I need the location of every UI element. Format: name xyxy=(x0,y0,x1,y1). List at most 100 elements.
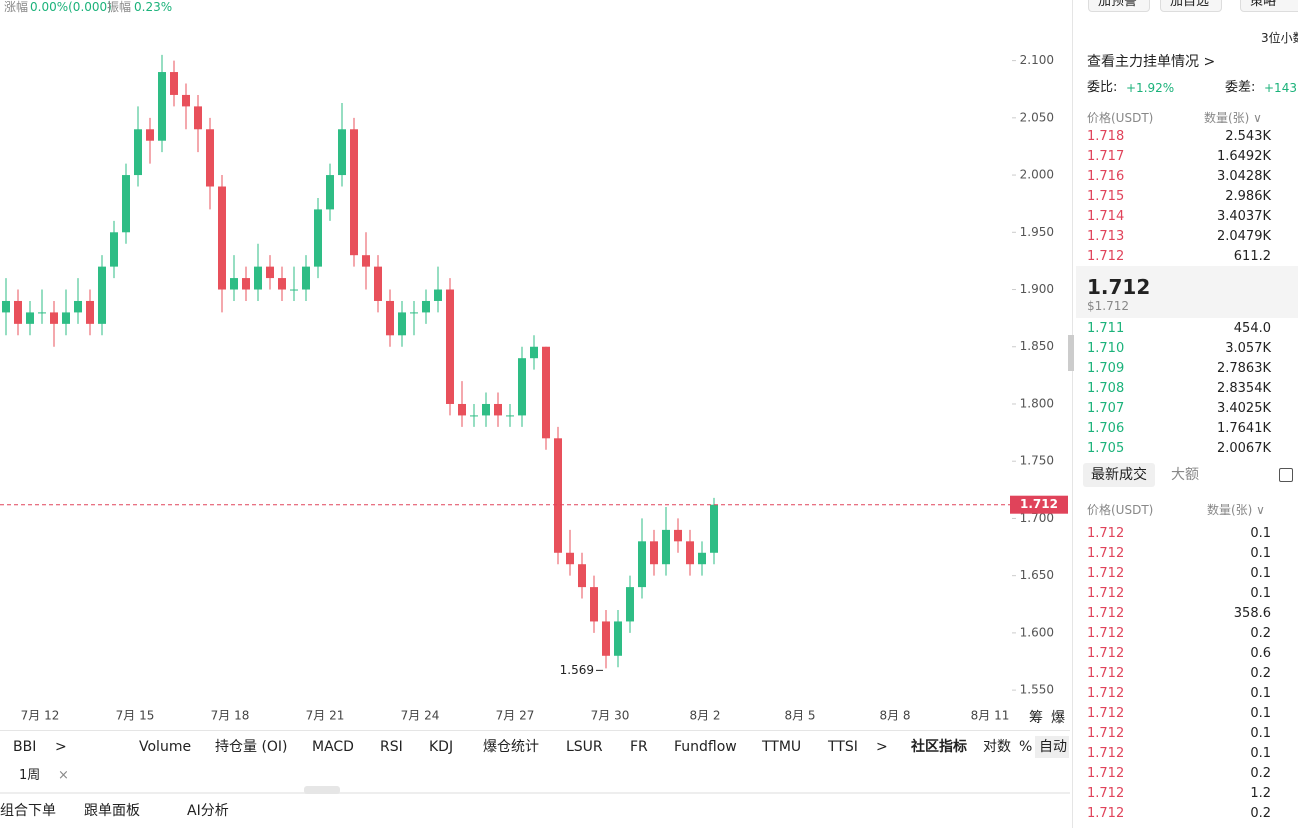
button-label[interactable]: 加自选 xyxy=(1170,0,1210,9)
checkbox[interactable] xyxy=(1279,468,1293,482)
bid-price: 1.709 xyxy=(1087,361,1125,376)
indicator-tab[interactable]: FR xyxy=(630,739,648,755)
link[interactable]: 查看主力挂单情况 > xyxy=(1087,54,1216,70)
candle-body xyxy=(314,209,322,267)
trade-price: 1.712 xyxy=(1087,686,1125,701)
trade-price: 1.712 xyxy=(1087,706,1125,721)
bid-price: 1.705 xyxy=(1087,441,1125,456)
candle-body xyxy=(662,529,670,565)
trade-price: 1.712 xyxy=(1087,806,1125,821)
candle-body xyxy=(410,312,418,314)
indicator-tab[interactable]: TTMU xyxy=(762,739,802,755)
ask-price: 1.715 xyxy=(1087,189,1125,204)
y-tick-label: 2.000 xyxy=(1020,168,1054,182)
mid-usd: $1.712 xyxy=(1087,299,1129,313)
x-tick-label: 7月 12 xyxy=(21,709,60,723)
tab[interactable]: 大额 xyxy=(1171,467,1199,483)
side-button: 爆 xyxy=(1051,710,1065,726)
indicator-tab[interactable]: % xyxy=(1019,739,1033,755)
candle-body xyxy=(530,346,538,359)
bottom-tab[interactable]: AI分析 xyxy=(187,803,229,819)
candle-body xyxy=(122,175,130,233)
trade-price: 1.712 xyxy=(1087,566,1125,581)
y-tick-label: 1.600 xyxy=(1020,625,1054,639)
ask-price: 1.712 xyxy=(1087,249,1125,264)
candle-body xyxy=(326,175,334,210)
mid-price-bg xyxy=(1076,266,1298,318)
candle-body xyxy=(674,529,682,542)
button-label[interactable]: 加预警 xyxy=(1098,0,1138,9)
candle-body xyxy=(206,129,214,187)
close[interactable]: × xyxy=(58,768,69,783)
trade-qty: 0.1 xyxy=(1250,726,1271,741)
collapse-handle[interactable] xyxy=(1068,335,1074,371)
indicator-tab[interactable]: 对数 xyxy=(983,739,1011,755)
candle-body xyxy=(578,564,586,588)
x-tick-label: 7月 18 xyxy=(211,709,250,723)
bottom-tab[interactable]: 跟单面板 xyxy=(84,803,140,819)
trade-qty: 0.1 xyxy=(1250,526,1271,541)
indicator-tab[interactable]: 爆仓统计 xyxy=(483,739,539,755)
button[interactable] xyxy=(1160,0,1222,12)
y-tick-label: 1.750 xyxy=(1020,454,1054,468)
indicator-tab[interactable]: Volume xyxy=(139,739,192,755)
auto-bg xyxy=(1035,736,1069,758)
x-tick-label: 8月 2 xyxy=(689,709,720,723)
indicator-tab[interactable]: MACD xyxy=(312,739,354,755)
resize-handle[interactable] xyxy=(304,786,340,794)
bid-qty: 1.7641K xyxy=(1216,421,1271,436)
last-price-tag xyxy=(1010,495,1068,514)
candle-body xyxy=(50,312,58,324)
bid-qty: 3.057K xyxy=(1225,341,1271,356)
indicator-tab[interactable]: KDJ xyxy=(429,739,454,755)
label: 委差: xyxy=(1225,80,1256,95)
indicator-tab[interactable]: RSI xyxy=(380,739,403,755)
candle-body xyxy=(98,266,106,324)
amplitude: 0.23% xyxy=(134,0,173,14)
button-label[interactable]: 策略 xyxy=(1250,0,1277,9)
candle-body xyxy=(470,415,478,417)
bottom-tab[interactable]: 组合下单 xyxy=(0,803,56,819)
bid-qty: 2.8354K xyxy=(1216,381,1271,396)
candle-body xyxy=(482,403,490,416)
candle-body xyxy=(446,289,454,404)
candle-body xyxy=(134,129,142,176)
side-button: 筹 xyxy=(1029,710,1043,726)
trade-qty: 358.6 xyxy=(1233,606,1271,621)
indicator-tab[interactable]: > xyxy=(876,739,888,755)
trade-price: 1.712 xyxy=(1087,746,1125,761)
candle-body xyxy=(650,541,658,565)
indicator-tab[interactable]: TTSI xyxy=(828,739,858,755)
indicator-tab[interactable]: 社区指标 xyxy=(911,739,967,755)
ask-qty: 2.0479K xyxy=(1216,229,1271,244)
trade-price: 1.712 xyxy=(1087,786,1125,801)
trade-qty: 0.2 xyxy=(1250,806,1271,821)
divider xyxy=(0,730,1070,731)
ask-qty: 3.0428K xyxy=(1216,169,1271,184)
button[interactable] xyxy=(1088,0,1150,12)
divider xyxy=(0,792,1070,794)
last-price-label: 1.712 xyxy=(1020,497,1058,511)
change: 0.00%(0.000) xyxy=(30,0,112,14)
indicator-tab[interactable]: LSUR xyxy=(566,739,603,755)
period-tab[interactable]: 1周 xyxy=(19,768,41,783)
candle-body xyxy=(374,266,382,301)
tab[interactable]: 最新成交 xyxy=(1091,467,1147,483)
candle-body xyxy=(302,266,310,290)
trade-qty: 0.1 xyxy=(1250,566,1271,581)
trade-price: 1.712 xyxy=(1087,766,1125,781)
indicator-tab[interactable]: 持仓量 (OI) xyxy=(215,739,288,755)
indicator-tab[interactable]: > xyxy=(55,739,67,755)
candle-body xyxy=(230,278,238,290)
indicator-tab[interactable]: Fundflow xyxy=(674,739,737,755)
candle-body xyxy=(338,129,346,176)
bid-price: 1.711 xyxy=(1087,321,1125,336)
indicator-tab[interactable]: 自动 xyxy=(1039,739,1067,755)
candle-body xyxy=(74,300,82,313)
ask-price: 1.718 xyxy=(1087,129,1125,144)
button[interactable] xyxy=(1240,0,1298,12)
indicator-tab[interactable]: BBI xyxy=(13,739,37,755)
x-tick-label: 7月 24 xyxy=(401,709,440,723)
y-tick-label: 1.550 xyxy=(1020,683,1054,697)
